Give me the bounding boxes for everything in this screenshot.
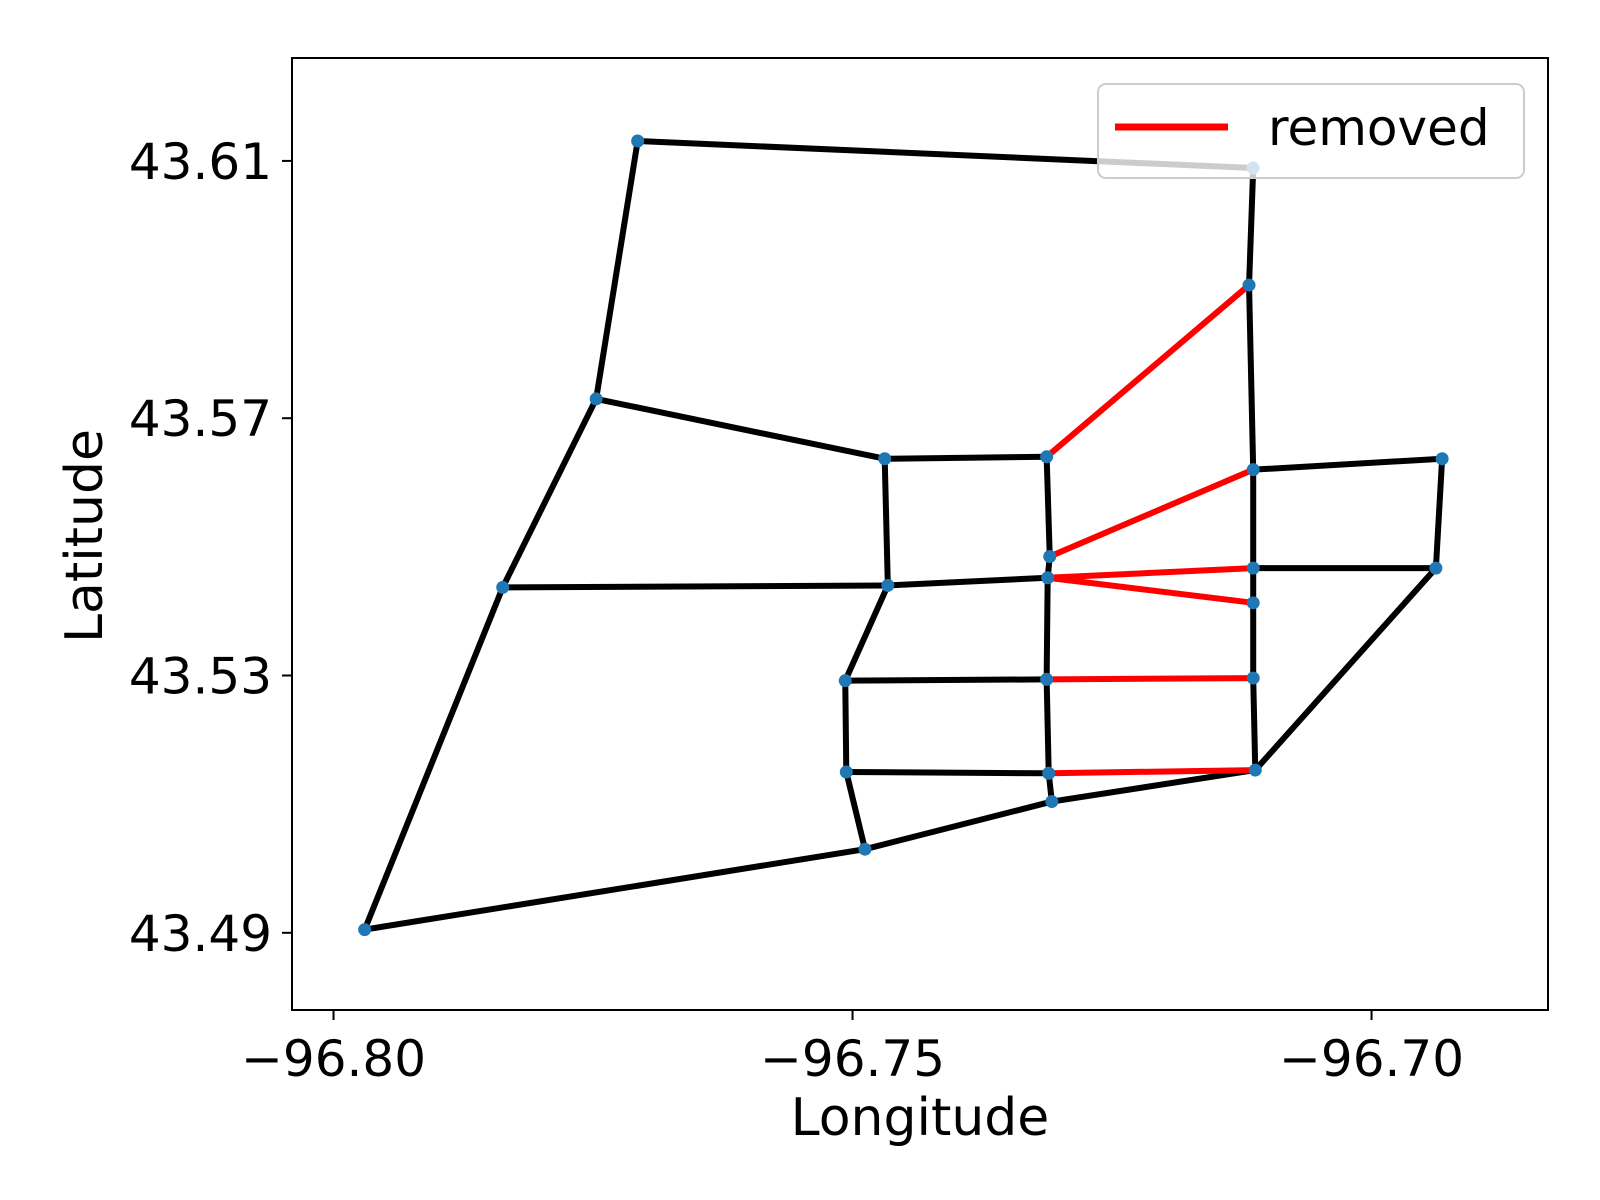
removed-edge-Q-R [1043,675,1257,683]
x-tick-label: −96.80 [241,1030,426,1088]
edge-K-U [1252,565,1439,774]
y-tick-label: 43.53 [129,648,272,706]
edge-A-C [593,137,641,402]
node-R [1246,671,1260,685]
edge-V-U [1048,767,1259,805]
edge-B-F [1246,164,1257,289]
node-F [1242,278,1256,292]
removed-edge-T-U [1045,767,1259,777]
edge-R-U [1250,675,1259,774]
edge-N-P [842,582,891,684]
y-axis: 43.49 43.53 43.57 43.61 [129,133,292,963]
legend-box [1097,83,1525,179]
edges-layer [361,137,1446,933]
x-axis: −96.80 −96.75 −96.70 [241,1010,1464,1088]
node-T [1042,766,1056,780]
node-I [1043,550,1057,564]
node-V [1045,795,1059,809]
y-axis-title: Latitude [55,429,115,643]
edge-D-E [881,453,1050,462]
node-G [1246,463,1260,477]
x-tick-label: −96.70 [1279,1030,1464,1088]
edge-E-I [1043,453,1053,560]
edge-F-G [1246,282,1257,473]
edge-P-Q [842,676,1050,684]
edge-W-V [861,798,1055,853]
edge-C-O [499,395,600,591]
edge-O-X [361,584,506,933]
node-N [881,578,895,592]
node-K [1429,561,1443,575]
node-E [1040,450,1054,464]
edge-S-T [843,769,1052,777]
y-tick-label: 43.61 [129,133,272,191]
node-O [496,580,510,594]
edge-Q-T [1043,676,1052,777]
edge-C-D [593,395,888,462]
node-U [1248,763,1262,777]
node-H [1435,452,1449,466]
node-J [1246,561,1260,575]
edge-S-W [843,769,868,853]
edge-D-N [881,455,891,589]
node-Q [1040,672,1054,686]
plot-frame [291,57,1549,1011]
removed-edge-M-J [1044,565,1257,581]
removed-edge-M-L [1044,574,1257,606]
node-W [858,842,872,856]
x-tick-label: −96.75 [760,1030,945,1088]
node-X [358,923,372,937]
node-P [838,674,852,688]
legend: removed [1097,83,1525,179]
edge-N-M [884,574,1051,589]
node-L [1246,596,1260,610]
removed-edge-I-G [1046,466,1257,560]
nodes-layer [358,134,1449,937]
removed-edge-E-F [1043,282,1253,460]
node-D [878,452,892,466]
legend-label-removed: removed [1268,99,1490,157]
edge-P-S [842,677,850,775]
y-tick-label: 43.49 [129,905,272,963]
edge-M-Q [1043,574,1051,683]
node-M [1041,571,1055,585]
node-S [839,765,853,779]
edge-H-K [1432,455,1446,572]
y-tick-label: 43.57 [129,390,272,448]
edge-X-W [361,846,868,933]
node-A [631,134,645,148]
x-axis-title: Longitude [791,1088,1050,1148]
node-C [589,392,603,406]
edge-G-H [1250,455,1446,473]
edge-O-N [499,582,891,591]
